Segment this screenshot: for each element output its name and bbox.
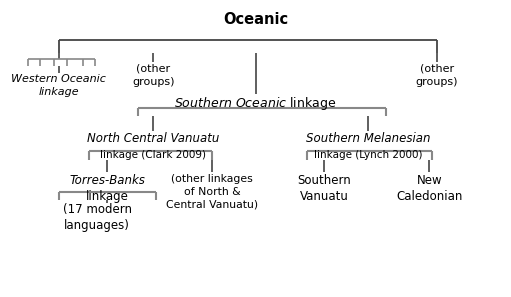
- Text: linkage (Clark 2009): linkage (Clark 2009): [100, 150, 206, 160]
- Text: Southern
Vanuatu: Southern Vanuatu: [297, 174, 352, 203]
- Text: Southern Melanesian: Southern Melanesian: [306, 132, 430, 145]
- Text: linkage: linkage: [86, 190, 129, 203]
- Text: $\it{Southern\ Oceanic}$ linkage: $\it{Southern\ Oceanic}$ linkage: [174, 95, 337, 112]
- Text: linkage (Lynch 2000): linkage (Lynch 2000): [314, 150, 422, 160]
- Text: New
Caledonian: New Caledonian: [396, 174, 462, 203]
- Text: (other
groups): (other groups): [415, 64, 458, 87]
- Text: (other linkages
of North &
Central Vanuatu): (other linkages of North & Central Vanua…: [166, 174, 258, 209]
- Text: (17 modern
languages): (17 modern languages): [62, 203, 132, 232]
- Text: Oceanic: Oceanic: [223, 12, 288, 27]
- Text: Western Oceanic
linkage: Western Oceanic linkage: [11, 74, 106, 97]
- Text: Torres-Banks: Torres-Banks: [69, 174, 145, 187]
- Text: North Central Vanuatu: North Central Vanuatu: [87, 132, 220, 145]
- Text: (other
groups): (other groups): [132, 64, 175, 87]
